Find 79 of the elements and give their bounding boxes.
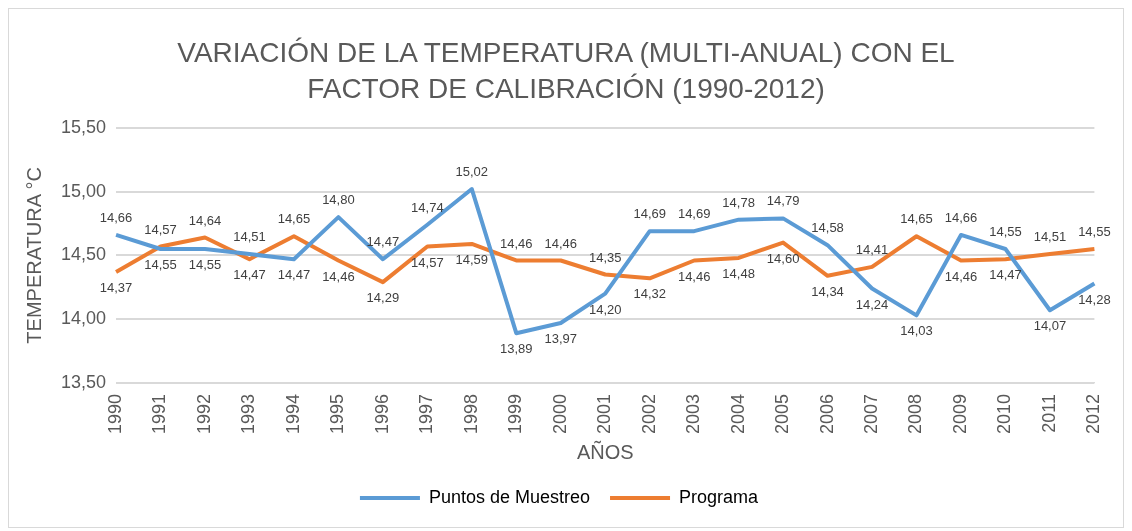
y-tick-label: 15,50 (61, 116, 107, 137)
x-tick-label: 2000 (549, 393, 570, 434)
data-label: 14,78 (722, 194, 755, 210)
data-label: 13,97 (544, 331, 578, 347)
data-label: 14,03 (900, 323, 933, 339)
y-tick-label: 14,00 (61, 308, 107, 329)
legend-label: Programa (679, 486, 760, 507)
data-label: 14,60 (766, 250, 800, 266)
data-label: 14,35 (588, 249, 622, 265)
data-label: 14,80 (322, 192, 355, 208)
data-label: 14,57 (144, 221, 177, 237)
x-tick-label: 2004 (727, 393, 748, 434)
data-label: 14,32 (633, 286, 666, 302)
data-label: 14,66 (99, 210, 133, 226)
x-tick-label: 2001 (594, 393, 615, 434)
data-label: 14,46 (944, 268, 978, 284)
data-label: 14,69 (633, 206, 666, 222)
data-label: 14,55 (989, 224, 1022, 240)
x-tick-label: 2010 (994, 393, 1015, 434)
data-label: 14,64 (188, 212, 222, 228)
data-label: 14,51 (233, 229, 266, 245)
legend-label: Puntos de Muestreo (428, 486, 591, 507)
data-label: 14,41 (855, 241, 889, 257)
data-label: 14,47 (989, 267, 1022, 283)
data-label: 14,59 (455, 251, 489, 267)
data-label: 14,47 (366, 234, 400, 250)
x-tick-label: 1990 (105, 393, 126, 434)
x-tick-label: 1993 (238, 393, 259, 434)
x-tick-label: 2006 (816, 393, 837, 434)
data-label: 14,58 (811, 220, 844, 236)
data-label: 14,74 (411, 199, 444, 215)
data-label: 15,02 (455, 164, 489, 180)
data-label: 14,07 (1033, 318, 1067, 334)
data-label: 14,47 (233, 267, 266, 283)
data-label: 14,24 (855, 296, 889, 312)
data-label: 14,66 (944, 210, 978, 226)
data-label: 14,51 (1033, 229, 1067, 245)
y-tick-label: 14,50 (61, 244, 107, 265)
chart-title: VARIACIÓN DE LA TEMPERATURA (MULTI-ANUAL) CON EL FACTOR DE CALIBRACIÓN (1990-2012) (176, 36, 956, 106)
x-tick-label: 1994 (282, 393, 303, 434)
x-tick-label: 1999 (505, 393, 526, 434)
x-axis-title: AÑOS (576, 439, 634, 463)
data-label: 14,20 (588, 301, 622, 317)
x-tick-label: 2009 (949, 393, 970, 434)
data-label: 14,55 (144, 257, 177, 273)
data-label: 14,28 (1078, 291, 1111, 307)
x-tick-label: 1991 (149, 393, 170, 434)
data-label: 14,65 (900, 211, 933, 227)
x-tick-label: 2003 (683, 393, 704, 434)
x-tick-label: 2005 (772, 393, 793, 434)
data-label: 14,79 (766, 193, 800, 209)
data-label: 14,55 (188, 257, 222, 273)
y-tick-label: 13,50 (61, 371, 107, 392)
x-tick-label: 1996 (371, 393, 392, 434)
data-label: 14,46 (322, 268, 355, 284)
data-label: 14,57 (411, 254, 444, 270)
data-label: 14,48 (722, 266, 755, 282)
data-label: 14,29 (366, 290, 400, 306)
data-label: 14,46 (677, 268, 711, 284)
data-label: 14,34 (811, 283, 844, 299)
y-axis-title: TEMPERATURA °C (22, 167, 45, 344)
y-tick-label: 15,00 (61, 180, 107, 201)
data-label: 14,69 (677, 206, 711, 222)
x-tick-label: 2007 (861, 393, 882, 434)
x-tick-label: 1992 (193, 393, 214, 434)
data-label: 13,89 (500, 341, 533, 357)
x-tick-label: 2002 (638, 393, 659, 434)
x-tick-label: 1998 (460, 393, 481, 434)
data-label: 14,55 (1078, 224, 1111, 240)
data-label: 14,65 (277, 211, 311, 227)
data-label: 14,46 (500, 235, 533, 251)
x-tick-label: 2012 (1083, 393, 1104, 434)
x-tick-label: 2008 (905, 393, 926, 434)
x-tick-label: 1997 (416, 393, 437, 434)
data-label: 14,37 (99, 280, 133, 296)
x-tick-label: 2011 (1038, 393, 1059, 433)
data-label: 14,46 (544, 235, 578, 251)
data-label: 14,47 (277, 267, 311, 283)
x-tick-label: 1995 (327, 393, 348, 434)
